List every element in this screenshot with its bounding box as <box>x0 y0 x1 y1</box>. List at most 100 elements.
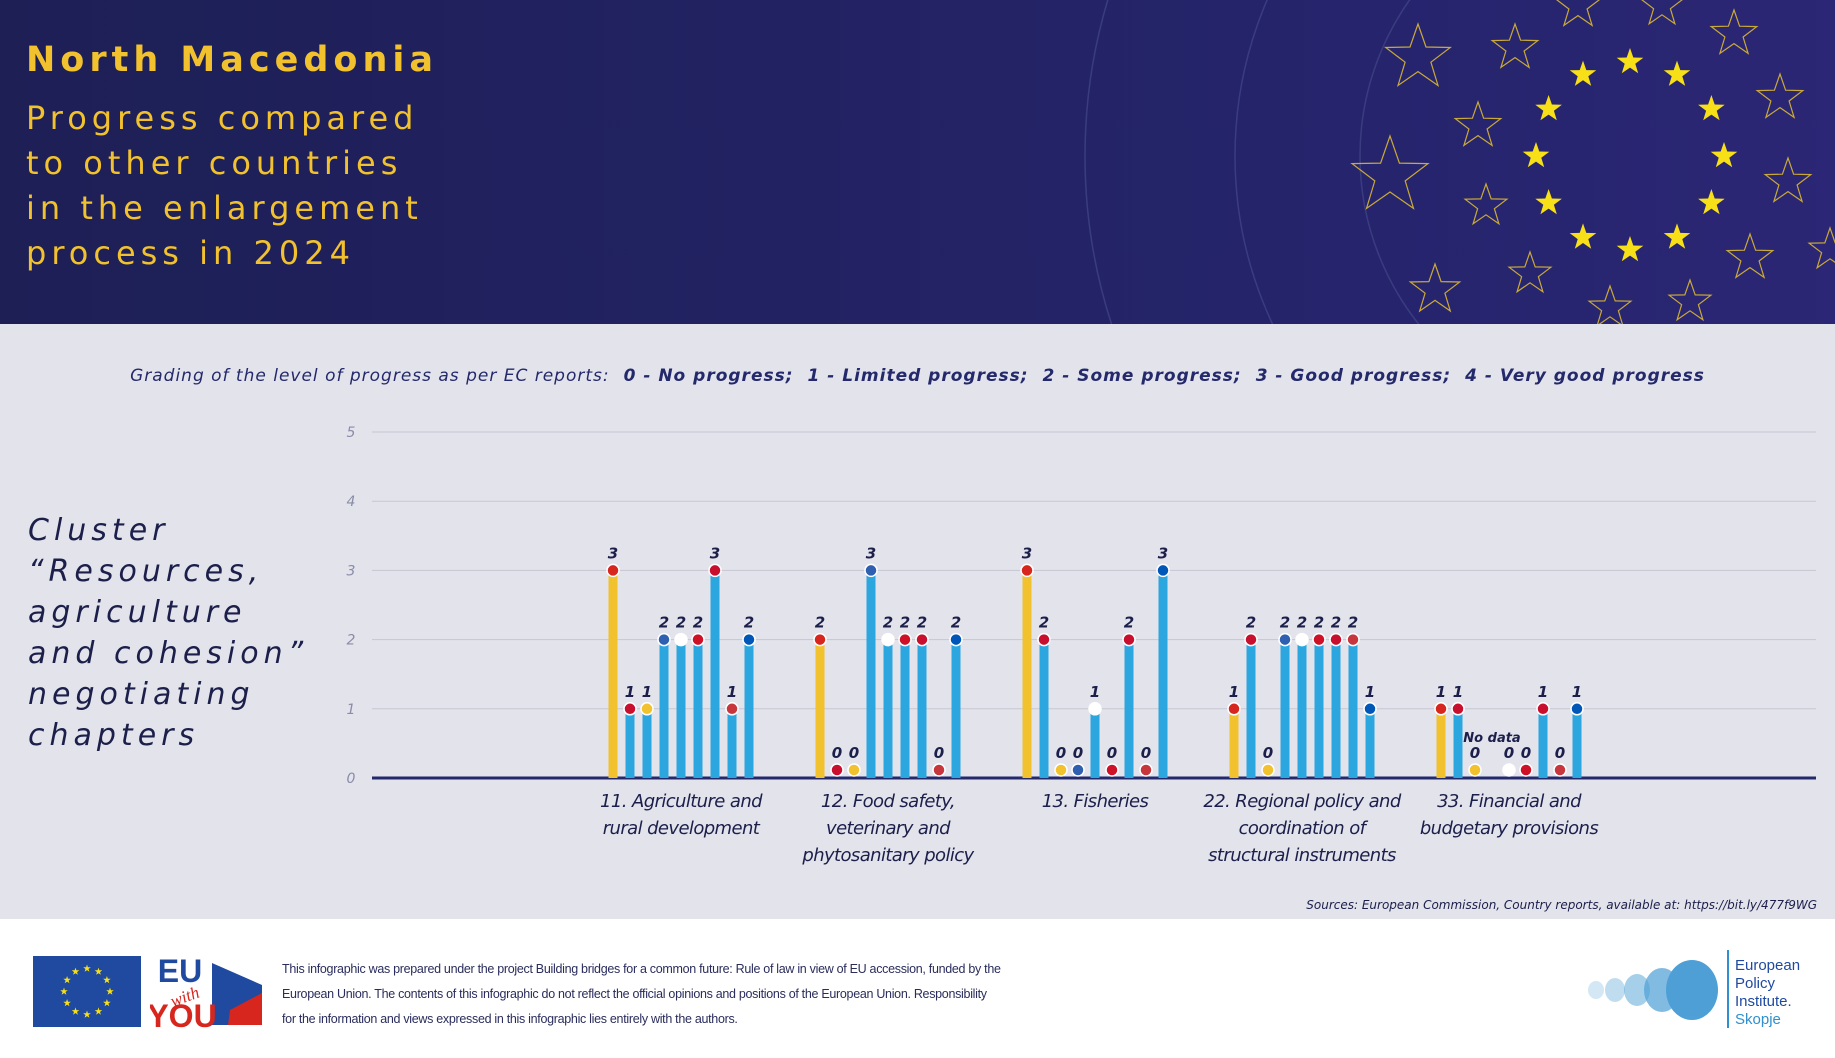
value-label: 1 <box>1436 683 1446 701</box>
bar <box>1124 639 1134 778</box>
value-label: 2 <box>676 614 686 632</box>
bar <box>1090 708 1100 778</box>
flag-icon <box>1105 763 1119 777</box>
flag-icon <box>691 632 705 647</box>
flag-icon <box>1261 763 1275 777</box>
star <box>1616 48 1644 74</box>
y-tick-label: 2 <box>347 633 356 649</box>
chart-area <box>0 324 1835 919</box>
bar <box>727 708 737 778</box>
bar <box>642 708 652 778</box>
disclaimer: This infographic was prepared under the … <box>282 962 1001 1026</box>
eu-with-you-logo: EU with YOU <box>150 955 262 1030</box>
bar <box>744 639 754 778</box>
header: North Macedonia Progress compared to othe… <box>0 0 1835 324</box>
value-label: 3 <box>1158 544 1168 562</box>
star-outline <box>1641 0 1683 26</box>
value-label: 2 <box>1124 614 1134 632</box>
flag-icon <box>1536 702 1550 716</box>
flag-icon <box>813 632 827 647</box>
value-label: 1 <box>1538 683 1548 701</box>
flag-star <box>83 964 91 972</box>
flag-icon <box>1244 632 1258 647</box>
bar <box>1331 639 1341 778</box>
x-tick-label: 13. Fisheries <box>1041 791 1149 812</box>
flag-icon <box>830 763 844 777</box>
value-label: 1 <box>625 683 635 701</box>
flag-icon <box>1071 763 1085 777</box>
star <box>1663 223 1691 249</box>
bar <box>815 639 825 778</box>
flag-icon <box>606 563 620 578</box>
title: North Macedonia <box>26 40 438 80</box>
value-label: 3 <box>710 544 720 562</box>
grading-item: 3 - Good progress; <box>1255 366 1452 386</box>
flag-star <box>63 976 71 984</box>
bar <box>1348 639 1358 778</box>
text-line: “Resources, <box>28 554 264 589</box>
flag-icon <box>898 632 912 647</box>
flag-icon <box>742 632 756 647</box>
flag-icon <box>1295 632 1309 647</box>
text-line: in the enlargement <box>26 189 423 227</box>
value-label: 1 <box>1365 683 1375 701</box>
bar <box>1314 639 1324 778</box>
star-outline <box>1807 226 1835 270</box>
flag-icon <box>1227 702 1241 716</box>
star <box>1535 95 1562 121</box>
value-label: 2 <box>1314 614 1324 632</box>
flag-star <box>94 1007 103 1015</box>
value-label: 0 <box>1107 744 1117 762</box>
star-outline <box>1763 156 1813 203</box>
star-outline <box>1453 100 1503 147</box>
flag-icon <box>1451 702 1465 716</box>
value-label: 0 <box>1555 744 1565 762</box>
star-outline <box>1490 22 1540 69</box>
bar <box>608 570 618 778</box>
epi-line: European <box>1735 957 1800 974</box>
flag-star <box>71 967 80 975</box>
flag-icon <box>1278 632 1292 647</box>
star-outline <box>1507 250 1553 294</box>
value-label: 0 <box>1263 744 1273 762</box>
value-label: 2 <box>693 614 703 632</box>
grading-legend: Grading of the level of progress as per … <box>0 366 1835 386</box>
y-tick-label: 3 <box>347 563 356 579</box>
flag-icon <box>674 632 688 647</box>
flag-icon <box>1519 763 1533 777</box>
epi-line: Policy <box>1735 975 1776 992</box>
flag-icon <box>623 702 637 716</box>
star-outline <box>1463 182 1509 226</box>
value-label: 1 <box>1090 683 1100 701</box>
flag-icon <box>1122 632 1136 647</box>
value-label: 0 <box>849 744 859 762</box>
flag-icon <box>1054 763 1068 777</box>
flag-icon <box>640 702 654 716</box>
x-tick-label: 11. Agriculture and rural development <box>600 791 763 839</box>
star <box>1698 189 1725 215</box>
text-line: Cluster <box>28 513 170 548</box>
bar <box>1572 708 1582 778</box>
star <box>1522 142 1550 168</box>
flag-icon <box>864 563 878 578</box>
bar <box>1229 708 1239 778</box>
value-label: 2 <box>1280 614 1290 632</box>
eu-flag <box>33 956 141 1027</box>
value-label: 0 <box>832 744 842 762</box>
star <box>1569 223 1597 249</box>
value-label: 3 <box>608 544 618 562</box>
grading-item: 2 - Some progress; <box>1042 366 1242 386</box>
text-line: process in 2024 <box>26 234 355 272</box>
value-label: 2 <box>815 614 825 632</box>
text-line: agriculture <box>28 595 247 630</box>
bar <box>1039 639 1049 778</box>
value-label: 2 <box>917 614 927 632</box>
flag-icon <box>1434 702 1448 716</box>
source: Sources: European Commission, Country re… <box>1306 898 1817 912</box>
value-label: 2 <box>744 614 754 632</box>
value-label: 1 <box>727 683 737 701</box>
bar <box>883 639 893 778</box>
bar <box>1246 639 1256 778</box>
